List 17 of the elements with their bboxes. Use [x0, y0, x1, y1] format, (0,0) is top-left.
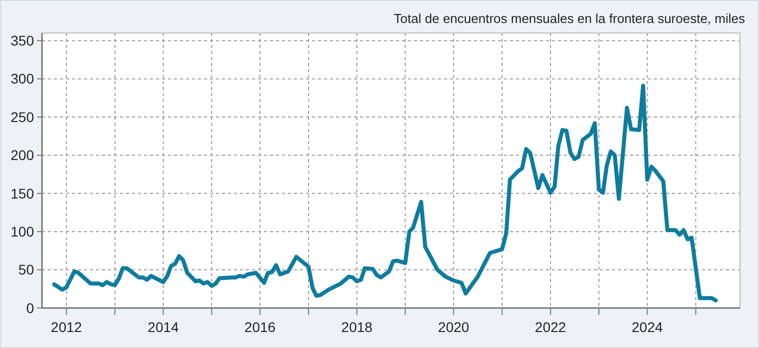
x-tick-label: 2022 — [534, 319, 566, 335]
x-tick-label: 2016 — [244, 319, 276, 335]
x-tick-label: 2012 — [50, 319, 82, 335]
y-tick-label: 300 — [10, 70, 34, 87]
y-tick-label: 150 — [10, 185, 34, 202]
x-tick-label: 2020 — [438, 319, 470, 335]
y-tick-label: 100 — [10, 224, 34, 240]
chart-title: Total de encuentros mensuales en la frontera suroeste, miles — [394, 11, 746, 26]
y-tick-label: 50 — [18, 262, 34, 278]
y-tick-label: 250 — [10, 108, 34, 125]
line-series — [52, 84, 718, 302]
y-tick-label: 350 — [10, 32, 34, 49]
y-tick-label: 0 — [26, 300, 34, 316]
x-tick-label: 2014 — [148, 319, 180, 335]
y-tick-label: 200 — [10, 147, 34, 164]
x-tick-label: 2024 — [632, 319, 664, 335]
x-tick-label: 2018 — [341, 319, 373, 335]
